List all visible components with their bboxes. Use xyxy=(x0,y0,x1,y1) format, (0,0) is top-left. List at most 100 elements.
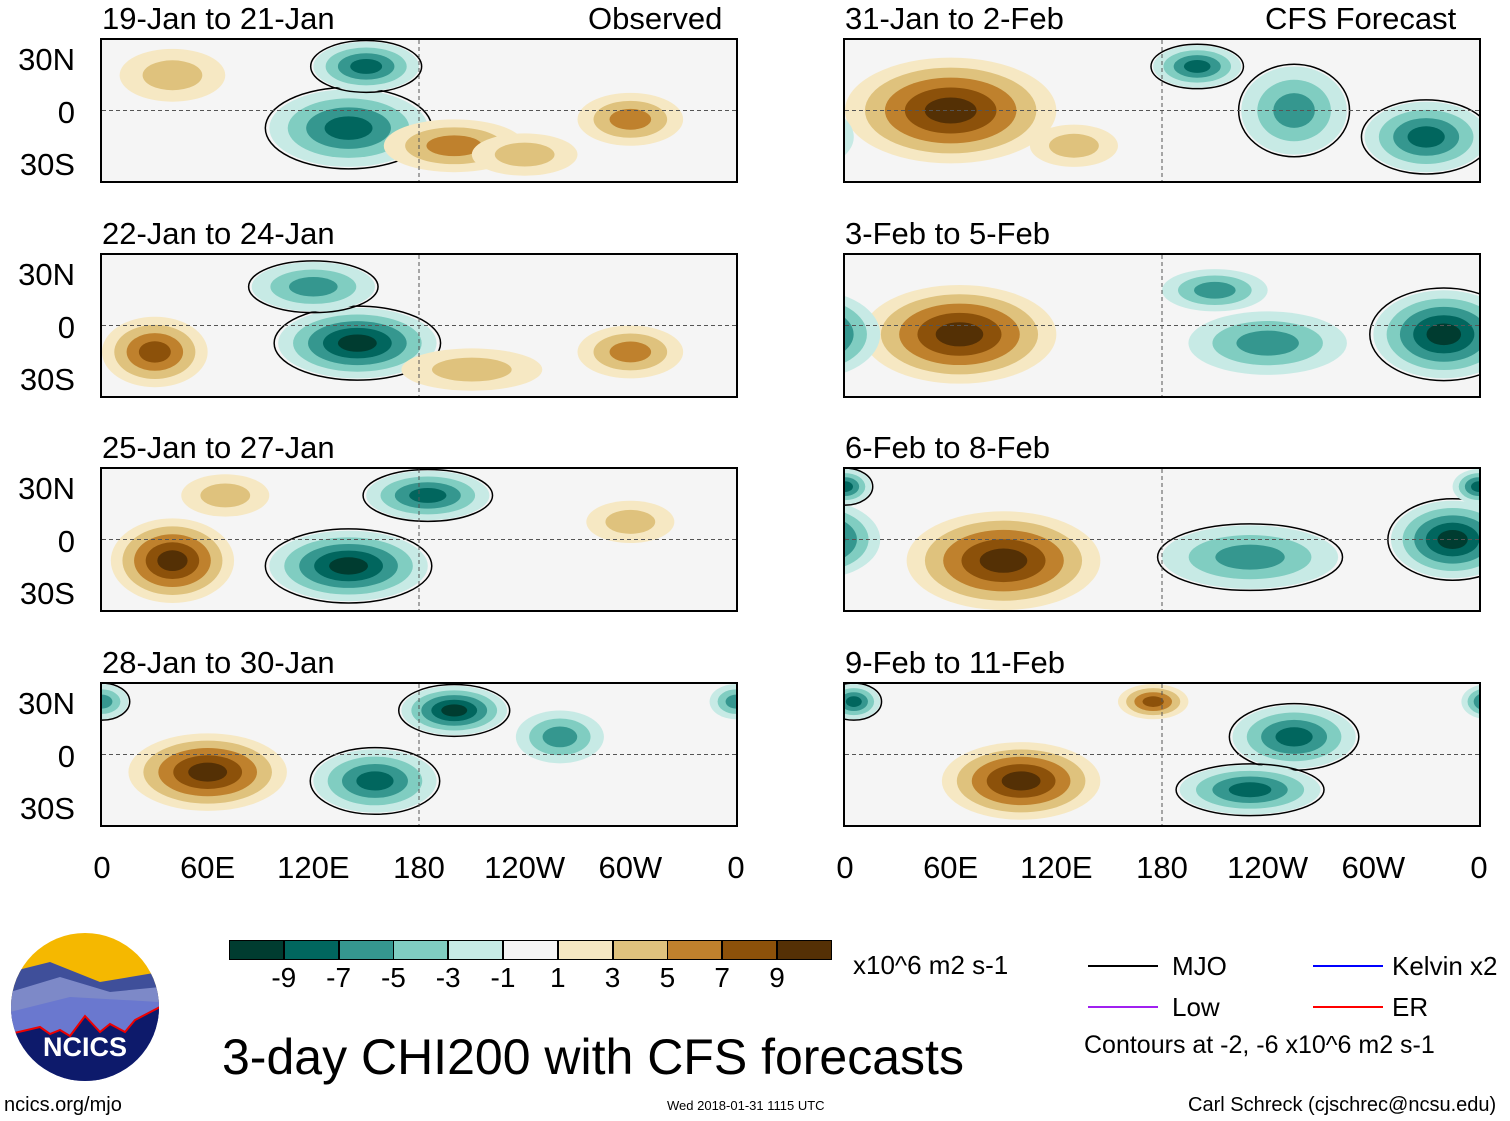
mjo-contour xyxy=(309,746,441,815)
negative-anomaly-region xyxy=(845,118,854,156)
mjo-contour xyxy=(845,469,874,506)
kelvin-legend-label: Kelvin x2 xyxy=(1392,951,1498,981)
colorbar-units: x10^6 m2 s-1 xyxy=(853,950,1009,980)
colorbar-swatch xyxy=(722,940,778,960)
colorbar-label: 7 xyxy=(714,962,730,993)
observed-label: Observed xyxy=(588,1,723,36)
anomaly-field xyxy=(845,684,1479,825)
y-tick-label: 30S xyxy=(19,362,75,398)
contours-note: Contours at -2, -6 x10^6 m2 s-1 xyxy=(1084,1031,1435,1059)
x-tick-label: 60E xyxy=(923,850,979,885)
mjo-contour xyxy=(398,684,511,738)
low-legend-label: Low xyxy=(1172,992,1220,1022)
x-tick-label: 120W xyxy=(484,850,566,885)
colorbar-swatch xyxy=(557,940,613,960)
kelvin-legend-line xyxy=(1313,965,1383,967)
y-tick-label: 30N xyxy=(18,470,75,506)
map-panel xyxy=(100,682,738,827)
mjo-contour xyxy=(1150,43,1245,90)
y-tick-label: 0 xyxy=(57,738,75,774)
map-panel xyxy=(100,467,738,612)
colorbar-swatch xyxy=(283,940,339,960)
mjo-contour xyxy=(102,684,131,721)
x-tick-label: 60W xyxy=(598,850,663,885)
negative-anomaly-region xyxy=(1228,782,1272,798)
negative-anomaly-region xyxy=(1471,481,1479,492)
ncics-logo: NCICS xyxy=(11,933,159,1081)
y-tick-label: 30N xyxy=(18,41,75,77)
negative-anomaly-region xyxy=(329,557,368,575)
negative-anomaly-region xyxy=(1437,529,1468,550)
negative-anomaly-region xyxy=(409,487,447,503)
y-tick-label: 0 xyxy=(57,523,75,559)
mjo-contour xyxy=(845,684,883,721)
anomaly-field xyxy=(845,469,1479,610)
positive-anomaly-region xyxy=(426,135,482,157)
x-tick-label: 0 xyxy=(727,850,745,885)
positive-anomaly-region xyxy=(1142,696,1164,707)
colorbar-label: -9 xyxy=(271,962,297,993)
panel-title: 22-Jan to 24-Jan xyxy=(102,216,335,251)
y-tick-label: 30N xyxy=(18,256,75,292)
positive-anomaly-region xyxy=(1001,771,1041,791)
negative-anomaly-region xyxy=(102,694,113,709)
y-tick-label: 30S xyxy=(19,147,75,183)
positive-anomaly-region xyxy=(494,142,555,167)
panel-title: 28-Jan to 30-Jan xyxy=(102,645,335,680)
positive-anomaly-region xyxy=(138,341,171,363)
map-panel xyxy=(843,38,1481,183)
negative-anomaly-region xyxy=(1236,330,1299,356)
author-credit: Carl Schreck (cjschrec@ncsu.edu) xyxy=(1188,1094,1497,1116)
mjo-contour xyxy=(1360,99,1479,175)
negative-anomaly-region xyxy=(1473,694,1479,709)
x-tick-label: 120E xyxy=(277,850,350,885)
mjo-contour xyxy=(1156,523,1344,592)
x-tick-label: 0 xyxy=(93,850,111,885)
negative-anomaly-region xyxy=(1275,727,1313,747)
colorbar-swatch xyxy=(503,940,558,960)
positive-anomaly-region xyxy=(188,762,228,782)
negative-anomaly-region xyxy=(845,481,853,492)
y-tick-label: 0 xyxy=(57,309,75,345)
logo-text: NCICS xyxy=(43,1032,127,1062)
anomaly-field xyxy=(845,40,1479,181)
y-tick-label: 30S xyxy=(19,791,75,827)
site-url[interactable]: ncics.org/mjo xyxy=(4,1094,122,1116)
positive-anomaly-region xyxy=(979,548,1028,573)
positive-anomaly-region xyxy=(605,509,656,534)
negative-anomaly-region xyxy=(1183,60,1211,73)
negative-anomaly-region xyxy=(1426,323,1462,346)
positive-anomaly-region xyxy=(200,483,251,508)
x-tick-label: 60E xyxy=(180,850,236,885)
panel-title: 31-Jan to 2-Feb xyxy=(845,1,1064,36)
er-legend-label: ER xyxy=(1392,992,1429,1022)
mjo-contour xyxy=(247,260,379,314)
anomaly-field xyxy=(845,255,1479,396)
x-tick-label: 120E xyxy=(1020,850,1093,885)
panel-title: 9-Feb to 11-Feb xyxy=(845,645,1065,680)
chart-title: 3-day CHI200 with CFS forecasts xyxy=(222,1029,964,1085)
positive-anomaly-region xyxy=(609,341,652,363)
mjo-legend-line xyxy=(1088,965,1158,967)
colorbar-label: 3 xyxy=(604,962,621,993)
positive-anomaly-region xyxy=(157,550,188,572)
negative-anomaly-region xyxy=(1194,281,1236,299)
negative-anomaly-region xyxy=(337,334,377,352)
negative-anomaly-region xyxy=(441,704,468,717)
negative-anomaly-region xyxy=(845,696,862,707)
x-tick-label: 180 xyxy=(393,850,445,885)
anomaly-field xyxy=(102,40,736,181)
negative-anomaly-region xyxy=(324,116,373,140)
mjo-contour xyxy=(1228,702,1360,771)
map-panel xyxy=(100,253,738,398)
mjo-contour xyxy=(1369,287,1479,382)
colorbar-label: 5 xyxy=(659,962,676,993)
positive-anomaly-region xyxy=(609,108,652,130)
y-tick-label: 30S xyxy=(19,576,75,612)
er-legend-line xyxy=(1313,1006,1383,1008)
colorbar-label: -3 xyxy=(435,962,461,993)
colorbar-swatch xyxy=(338,940,394,960)
x-tick-label: 120W xyxy=(1227,850,1309,885)
negative-anomaly-region xyxy=(845,521,857,558)
negative-anomaly-region xyxy=(1407,126,1445,148)
